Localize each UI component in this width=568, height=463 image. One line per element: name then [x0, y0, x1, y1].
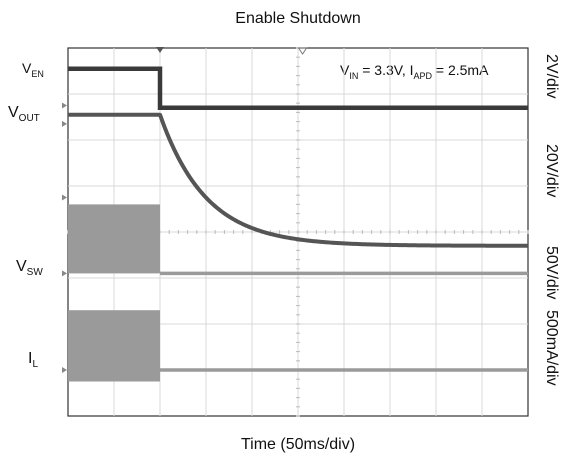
series-label-ven: VEN: [22, 60, 44, 79]
series-trace-ven: [68, 66, 528, 111]
test-conditions-annotation: VIN = 3.3V, IAPD = 2.5mA: [340, 62, 489, 81]
channel-marker-ven: [62, 120, 67, 127]
channel-marker-il: [62, 367, 67, 373]
series-label-vsw: VSW: [16, 258, 43, 279]
x-axis-label: Time (50ms/div): [240, 436, 356, 453]
time-reference-marker: [297, 47, 308, 55]
channel-marker-vout: [62, 102, 67, 109]
series-label-il: IL: [28, 350, 39, 371]
trigger-position-marker: [156, 47, 164, 53]
series-trace-il-switching: [68, 310, 160, 382]
series-label-vout: VOUT: [8, 104, 40, 125]
chart-title: Enable Shutdown: [235, 10, 361, 27]
series-trace-vsw-switching: [68, 204, 160, 274]
channel-marker-vsw: [62, 194, 67, 201]
series-trace-vout: [68, 112, 529, 248]
channel-marker-vsw-ground: [62, 270, 67, 277]
